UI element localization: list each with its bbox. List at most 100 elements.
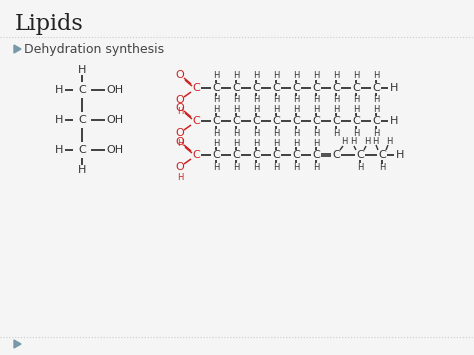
Text: O: O [176, 162, 184, 172]
Text: C: C [292, 83, 300, 93]
Text: H: H [233, 104, 239, 114]
Text: H: H [213, 104, 219, 114]
Text: H: H [233, 71, 239, 81]
Text: C: C [212, 116, 220, 126]
Text: H: H [213, 138, 219, 147]
Text: C: C [378, 150, 386, 160]
Text: H: H [177, 174, 183, 182]
Text: H: H [293, 129, 299, 137]
Text: O: O [176, 128, 184, 138]
Text: C: C [332, 150, 340, 160]
Text: C: C [78, 115, 86, 125]
Text: Dehydration synthesis: Dehydration synthesis [24, 43, 164, 55]
Text: H: H [373, 95, 379, 104]
Text: H: H [313, 71, 319, 81]
Text: C: C [252, 83, 260, 93]
Text: C: C [232, 116, 240, 126]
Text: C: C [372, 116, 380, 126]
Text: C: C [272, 116, 280, 126]
Text: C: C [252, 150, 260, 160]
Polygon shape [14, 340, 21, 348]
Text: H: H [390, 116, 398, 126]
Text: H: H [213, 71, 219, 81]
Text: C: C [352, 83, 360, 93]
Text: O: O [176, 70, 184, 80]
Text: H: H [253, 163, 259, 171]
Text: C: C [232, 83, 240, 93]
Text: H: H [177, 106, 183, 115]
Text: H: H [313, 163, 319, 171]
Text: C: C [272, 150, 280, 160]
Text: H: H [293, 163, 299, 171]
Text: C: C [312, 116, 320, 126]
Text: C: C [352, 116, 360, 126]
Text: H: H [253, 138, 259, 147]
Text: H: H [350, 137, 356, 147]
Text: H: H [372, 137, 378, 146]
Text: H: H [379, 164, 385, 173]
Text: H: H [353, 95, 359, 104]
Text: H: H [293, 95, 299, 104]
Text: H: H [233, 129, 239, 137]
Text: C: C [78, 85, 86, 95]
Text: H: H [333, 71, 339, 81]
Text: H: H [293, 138, 299, 147]
Text: H: H [353, 129, 359, 137]
Text: C: C [192, 116, 200, 126]
Text: C: C [212, 150, 220, 160]
Text: H: H [253, 71, 259, 81]
Text: H: H [313, 129, 319, 137]
Text: C: C [292, 150, 300, 160]
Text: C: C [312, 83, 320, 93]
Text: H: H [293, 104, 299, 114]
Text: H: H [313, 138, 319, 147]
Text: H: H [273, 163, 279, 171]
Text: H: H [233, 138, 239, 147]
Text: OH: OH [107, 115, 124, 125]
Text: H: H [313, 104, 319, 114]
Text: C: C [332, 116, 340, 126]
Text: H: H [333, 104, 339, 114]
Text: Lipids: Lipids [15, 13, 84, 35]
Text: C: C [78, 145, 86, 155]
Text: H: H [333, 95, 339, 104]
Text: H: H [341, 137, 347, 147]
Text: H: H [78, 65, 86, 75]
Polygon shape [14, 45, 21, 53]
Text: H: H [373, 104, 379, 114]
Text: H: H [273, 104, 279, 114]
Text: C: C [292, 116, 300, 126]
Text: H: H [364, 137, 370, 147]
Text: C: C [356, 150, 364, 160]
Text: H: H [78, 165, 86, 175]
Text: C: C [252, 116, 260, 126]
Text: H: H [253, 129, 259, 137]
Text: H: H [357, 163, 363, 171]
Text: H: H [213, 129, 219, 137]
Text: C: C [192, 83, 200, 93]
Text: C: C [192, 150, 200, 160]
Text: H: H [396, 150, 404, 160]
Text: C: C [232, 150, 240, 160]
Text: H: H [213, 163, 219, 171]
Text: H: H [55, 145, 63, 155]
Text: H: H [55, 85, 63, 95]
Text: H: H [390, 83, 398, 93]
Text: C: C [372, 83, 380, 93]
Text: OH: OH [107, 145, 124, 155]
Text: C: C [272, 83, 280, 93]
Text: C: C [212, 83, 220, 93]
Text: H: H [177, 140, 183, 148]
Text: H: H [273, 71, 279, 81]
Text: H: H [353, 104, 359, 114]
Text: H: H [233, 163, 239, 171]
Text: H: H [253, 95, 259, 104]
Text: C: C [332, 83, 340, 93]
Text: H: H [353, 71, 359, 81]
Text: O: O [176, 95, 184, 105]
Text: O: O [176, 137, 184, 147]
Text: OH: OH [107, 85, 124, 95]
Text: H: H [293, 71, 299, 81]
Text: H: H [273, 95, 279, 104]
Text: H: H [253, 104, 259, 114]
